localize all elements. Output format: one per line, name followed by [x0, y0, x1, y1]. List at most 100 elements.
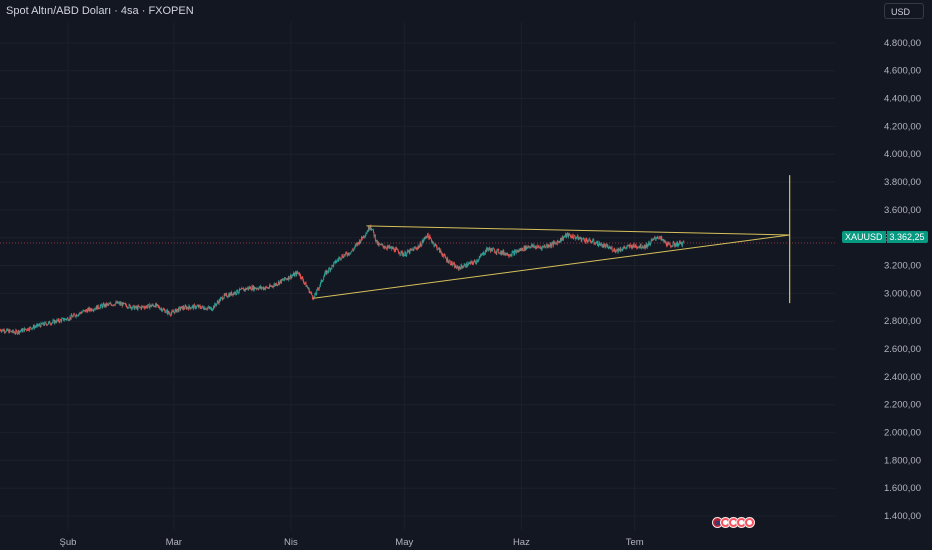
- candle: [182, 306, 184, 310]
- candle: [234, 291, 236, 294]
- candle: [231, 292, 233, 296]
- candle: [71, 316, 73, 318]
- candle: [105, 303, 107, 306]
- candle: [58, 321, 60, 323]
- candle: [20, 328, 22, 331]
- candle: [450, 264, 452, 266]
- candle: [680, 241, 682, 245]
- candle: [600, 243, 602, 245]
- candle: [298, 272, 299, 274]
- time-axis[interactable]: Şub Mar Nis May Haz Tem: [60, 537, 644, 548]
- y-tick-label: 4.000,00: [884, 149, 921, 160]
- candle: [16, 330, 18, 334]
- candle: [638, 246, 639, 248]
- candle: [306, 286, 308, 287]
- candle: [544, 247, 546, 248]
- candle: [207, 306, 209, 308]
- candle: [372, 229, 374, 233]
- candle: [90, 309, 92, 311]
- candle: [206, 308, 208, 310]
- drawings[interactable]: [313, 175, 791, 304]
- candle: [456, 267, 457, 269]
- candle: [394, 251, 396, 252]
- candle: [653, 237, 655, 239]
- candle: [432, 242, 434, 244]
- candle: [238, 292, 240, 293]
- candle: [308, 288, 310, 293]
- candle: [206, 309, 207, 310]
- candle: [215, 304, 217, 306]
- candle: [197, 305, 199, 308]
- candle: [199, 305, 201, 308]
- candle: [474, 260, 476, 262]
- candle: [535, 246, 537, 249]
- candle: [247, 287, 248, 289]
- candle: [103, 303, 105, 307]
- candle: [99, 306, 101, 309]
- candle: [667, 242, 668, 246]
- candle: [187, 307, 189, 309]
- candle: [213, 306, 215, 308]
- candle: [476, 260, 478, 264]
- candle: [145, 307, 146, 309]
- candle: [132, 305, 134, 308]
- candle: [131, 307, 133, 309]
- candle: [485, 250, 487, 252]
- candle: [635, 245, 637, 248]
- candle: [296, 271, 298, 273]
- candle: [65, 318, 66, 320]
- candle: [436, 246, 438, 250]
- candle: [217, 301, 219, 303]
- candle: [369, 226, 371, 229]
- candle: [54, 320, 56, 323]
- candle: [68, 319, 70, 321]
- candle: [459, 267, 461, 268]
- candle: [423, 237, 425, 240]
- candle: [313, 296, 315, 298]
- candle: [156, 304, 158, 307]
- candle: [355, 244, 357, 246]
- candle: [466, 263, 468, 268]
- candle: [5, 330, 7, 332]
- candle: [301, 276, 303, 278]
- candle: [373, 232, 375, 237]
- candle: [97, 305, 99, 309]
- candle: [425, 237, 427, 238]
- candle: [353, 248, 355, 251]
- candle: [454, 263, 456, 268]
- candle: [463, 264, 465, 267]
- candle: [33, 325, 35, 329]
- y-tick-label: 3.600,00: [884, 205, 921, 216]
- candle: [126, 307, 128, 308]
- candle: [138, 306, 140, 308]
- candle: [642, 246, 644, 248]
- candle: [499, 253, 501, 254]
- candle: [48, 322, 49, 324]
- event-icon[interactable]: [744, 517, 755, 528]
- candle: [396, 248, 398, 250]
- candle: [388, 245, 389, 248]
- candle: [92, 310, 94, 312]
- candle: [681, 244, 683, 246]
- candle: [398, 251, 400, 254]
- candle: [676, 242, 678, 245]
- candle: [15, 330, 17, 334]
- candle: [607, 244, 609, 249]
- candle: [601, 244, 603, 248]
- candle: [327, 270, 328, 272]
- candle: [662, 239, 664, 240]
- economic-events[interactable]: [712, 517, 755, 528]
- candle: [589, 239, 591, 242]
- candle: [47, 323, 49, 325]
- candle: [357, 242, 359, 246]
- price-axis[interactable]: 1.400,00 1.600,00 1.800,00 2.000,00 2.200,00…: [884, 38, 921, 522]
- candle: [521, 248, 523, 250]
- candle: [62, 318, 64, 319]
- candle: [412, 249, 413, 251]
- candle: [508, 255, 510, 257]
- candle: [63, 318, 65, 321]
- candle: [10, 330, 12, 332]
- candle: [442, 255, 444, 257]
- currency-button[interactable]: USD: [884, 3, 924, 19]
